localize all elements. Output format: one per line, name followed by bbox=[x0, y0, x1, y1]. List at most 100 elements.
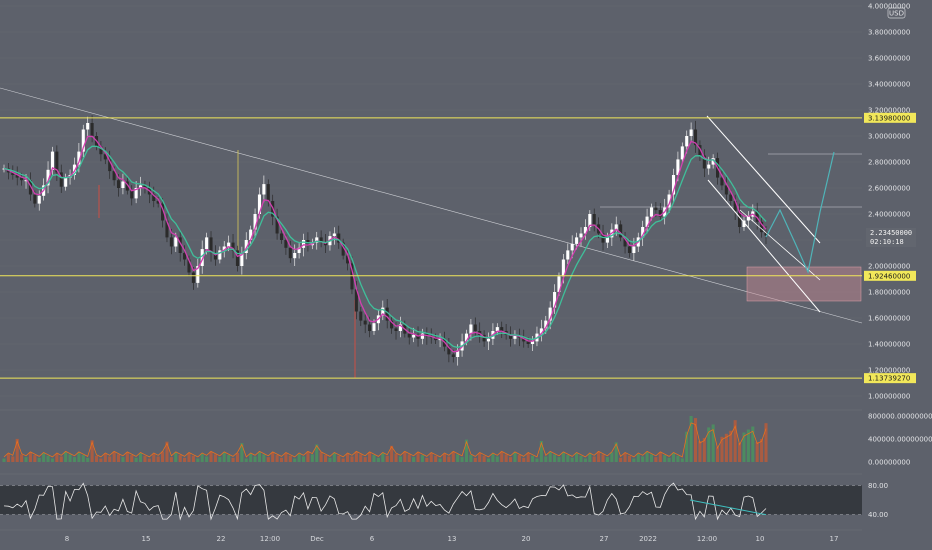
time-tick-label: 20 bbox=[522, 535, 531, 543]
descending-trendline bbox=[0, 87, 863, 324]
volume-bar bbox=[94, 455, 99, 462]
volume-bar bbox=[209, 451, 213, 462]
candle-body bbox=[671, 175, 676, 195]
candle-body bbox=[200, 249, 204, 266]
volume-bar bbox=[698, 441, 702, 462]
candle-body bbox=[619, 224, 623, 238]
volume-bar bbox=[99, 458, 103, 462]
candle-body bbox=[174, 237, 178, 247]
candle-body bbox=[178, 237, 182, 253]
candle-body bbox=[526, 341, 530, 344]
time-tick-label: 6 bbox=[370, 535, 375, 543]
candle-body bbox=[614, 224, 618, 230]
candle-body bbox=[134, 188, 138, 199]
time-tick-label: 22 bbox=[217, 535, 226, 543]
candle-body bbox=[742, 220, 746, 227]
volume-bar bbox=[588, 453, 592, 462]
volume-bar bbox=[693, 418, 698, 462]
price-pane[interactable] bbox=[0, 5, 863, 397]
candle-body bbox=[579, 233, 583, 238]
price-axis[interactable]: USD 4.00000000 3.80000000 3.60000000 3.4000… bbox=[864, 3, 916, 401]
volume-bar bbox=[306, 451, 310, 462]
volume-bar bbox=[165, 441, 169, 462]
candle-body bbox=[187, 259, 191, 273]
volume-bar bbox=[663, 455, 667, 462]
candle-body bbox=[469, 324, 473, 334]
oscillator-pane[interactable]: 80.00 40.00 bbox=[0, 473, 888, 521]
oscillator-tick-label: 80.00 bbox=[868, 482, 888, 490]
level-tag bbox=[864, 270, 916, 281]
volume-bar bbox=[50, 458, 54, 462]
volume-bar bbox=[143, 455, 147, 462]
volume-bar bbox=[2, 458, 6, 462]
volume-bar bbox=[231, 457, 235, 462]
time-axis[interactable]: 8 15 22 12:00 Dec 6 13 20 27 2022 12:00 10 17 bbox=[0, 529, 862, 543]
volume-bar bbox=[112, 451, 116, 462]
volume-bar bbox=[11, 456, 15, 462]
candle-body bbox=[354, 289, 358, 312]
countdown-label: 02:10:18 bbox=[870, 238, 904, 246]
candle-body bbox=[561, 259, 565, 277]
volume-bar bbox=[293, 458, 297, 462]
volume-bar bbox=[15, 438, 19, 462]
volume-bar bbox=[86, 457, 90, 462]
volume-bar bbox=[372, 455, 376, 462]
volume-bar bbox=[68, 454, 72, 462]
candle-body bbox=[553, 292, 557, 308]
volume-bar bbox=[183, 457, 187, 462]
candle-body bbox=[37, 195, 41, 204]
candle-body bbox=[685, 136, 689, 147]
oscillator-divergence bbox=[689, 499, 767, 516]
volume-pane[interactable]: 800000.00000000 400000.00000000 0.00000000 bbox=[0, 409, 932, 467]
volume-bar bbox=[328, 457, 332, 462]
candle-body bbox=[707, 164, 711, 169]
candle-body bbox=[456, 350, 460, 357]
volume-bar bbox=[319, 452, 323, 462]
candle-body bbox=[301, 240, 306, 248]
volume-bar bbox=[354, 451, 358, 462]
horizontal-levels bbox=[0, 117, 862, 379]
volume-bar bbox=[368, 452, 372, 462]
price-tick-label: 1.80000000 bbox=[868, 289, 910, 297]
volume-bar bbox=[632, 458, 636, 462]
volume-bar bbox=[390, 445, 394, 462]
volume-bar bbox=[227, 455, 231, 462]
candle-body bbox=[130, 190, 134, 199]
volume-bar bbox=[33, 455, 37, 462]
volume-bar bbox=[323, 455, 328, 462]
oscillator-line bbox=[3, 482, 767, 521]
volume-bar bbox=[504, 454, 508, 462]
candle-body bbox=[645, 216, 649, 227]
candle-body bbox=[24, 180, 28, 182]
volume-bar bbox=[28, 452, 32, 462]
volume-bar bbox=[37, 457, 41, 462]
candle-body bbox=[20, 177, 24, 181]
volume-bar bbox=[240, 443, 244, 462]
target-zone bbox=[746, 266, 862, 302]
volume-bar bbox=[671, 452, 676, 462]
volume-bar bbox=[20, 454, 24, 462]
last-price-label: 2.23450000 bbox=[870, 229, 912, 237]
volume-bar bbox=[605, 457, 609, 462]
level-tag-label: 1.92460000 bbox=[868, 272, 910, 280]
volume-bar bbox=[592, 456, 596, 462]
volume-bar bbox=[716, 447, 720, 462]
currency-badge[interactable]: USD bbox=[887, 7, 906, 19]
price-tick-label: 2.60000000 bbox=[868, 185, 910, 193]
volume-bar bbox=[738, 443, 742, 462]
volume-bar bbox=[579, 455, 583, 462]
volume-bar bbox=[724, 433, 728, 462]
volume-bar bbox=[297, 453, 301, 462]
volume-bar bbox=[55, 453, 59, 462]
volume-bar bbox=[614, 442, 618, 462]
candle-body bbox=[218, 250, 222, 260]
volume-bar bbox=[478, 452, 482, 462]
time-tick-label: 17 bbox=[830, 535, 839, 543]
candle-body bbox=[486, 338, 491, 342]
candle-body bbox=[156, 201, 160, 204]
volume-bar bbox=[346, 453, 350, 462]
volume-bar bbox=[500, 451, 504, 462]
candle-body bbox=[33, 194, 37, 204]
volume-bar bbox=[420, 455, 424, 462]
